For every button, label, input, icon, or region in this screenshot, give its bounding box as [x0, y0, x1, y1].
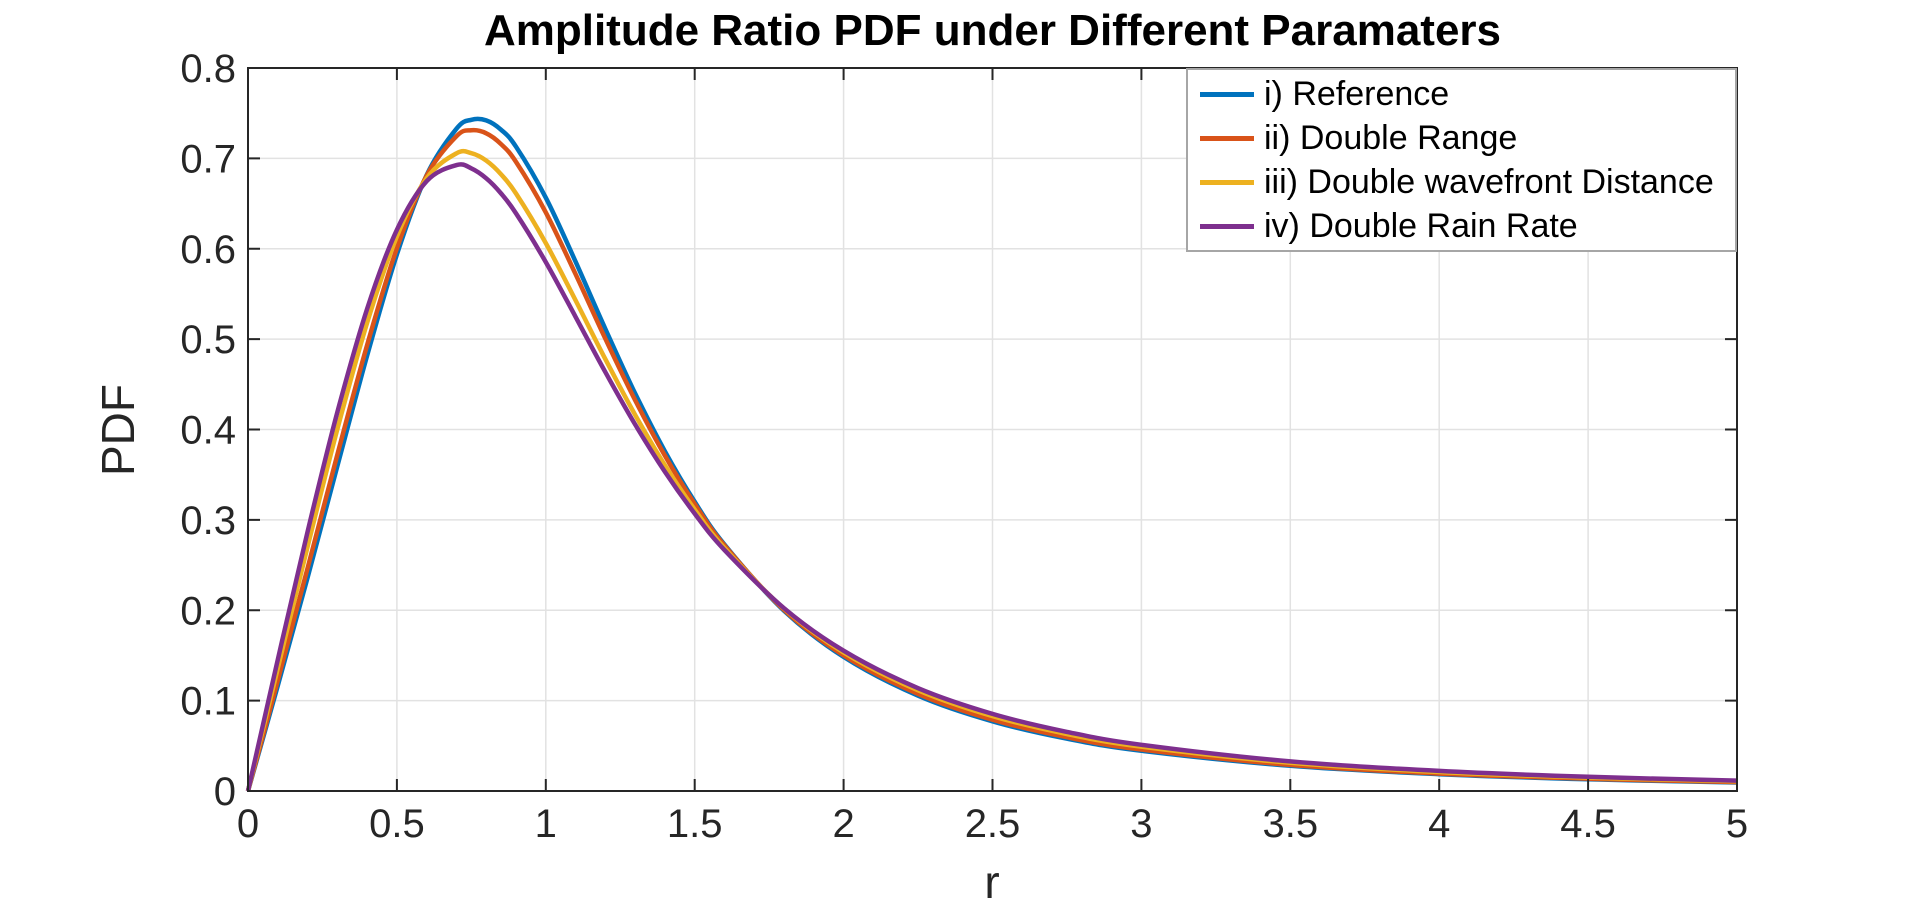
x-tick-label: 0.5 — [369, 802, 425, 846]
curve-ii-double-range — [245, 127, 1738, 792]
x-tick-label: 4 — [1428, 802, 1450, 846]
legend-entry-double-wavefront-distance: iii) Double wavefront Distance — [1188, 160, 1735, 204]
x-tick-label: 4.5 — [1560, 802, 1616, 846]
y-tick-label: 0.8 — [180, 47, 236, 91]
legend-line-swatch — [1200, 91, 1254, 97]
x-tick-label: 3.5 — [1262, 802, 1318, 846]
x-tick-label: 0 — [237, 802, 259, 846]
y-tick-label: 0.5 — [180, 318, 236, 362]
x-tick-label: 1 — [535, 802, 557, 846]
chart-title: Amplitude Ratio PDF under Different Para… — [483, 6, 1502, 55]
y-axis-label: PDF — [92, 384, 144, 476]
legend-label: i) Reference — [1264, 75, 1450, 113]
y-tick-label: 0.2 — [180, 589, 236, 633]
legend-line-swatch — [1200, 179, 1254, 185]
curve-iv-double-rain-rate — [245, 162, 1738, 792]
x-tick-label: 1.5 — [667, 802, 723, 846]
y-tick-label: 0.7 — [180, 137, 236, 181]
legend-line-swatch — [1200, 135, 1254, 141]
legend-line-swatch — [1200, 223, 1254, 229]
y-tick-label: 0.1 — [180, 680, 236, 724]
legend: i) Reference ii) Double Range iii) Doubl… — [1186, 68, 1737, 252]
y-tick-label: 0.3 — [180, 499, 236, 543]
y-tick-label: 0 — [214, 770, 236, 814]
legend-label: iii) Double wavefront Distance — [1264, 163, 1714, 201]
legend-entry-reference: i) Reference — [1188, 72, 1735, 116]
x-tick-label: 5 — [1726, 802, 1748, 846]
legend-entry-double-range: ii) Double Range — [1188, 116, 1735, 160]
x-axis-label: r — [984, 856, 1000, 908]
legend-entry-double-rain-rate: iv) Double Rain Rate — [1188, 204, 1735, 248]
legend-label: ii) Double Range — [1264, 119, 1518, 157]
x-tick-label: 2 — [832, 802, 854, 846]
y-tick-label: 0.6 — [180, 228, 236, 272]
legend-label: iv) Double Rain Rate — [1264, 207, 1578, 245]
x-tick-label: 2.5 — [965, 802, 1021, 846]
y-tick-label: 0.4 — [180, 409, 236, 453]
x-tick-label: 3 — [1130, 802, 1152, 846]
